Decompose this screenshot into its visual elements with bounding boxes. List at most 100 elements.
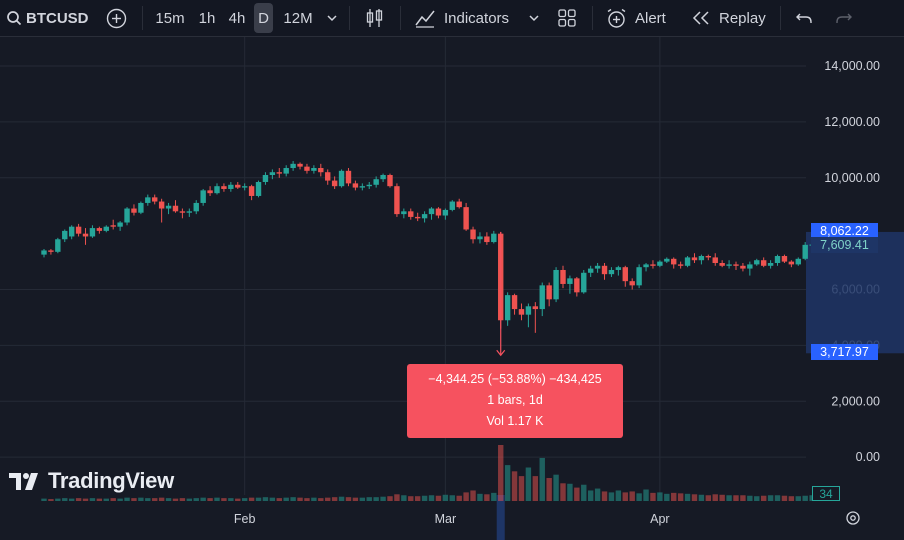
timeframe-1h[interactable]: 1h xyxy=(198,9,216,27)
volume-bar xyxy=(235,498,241,501)
timeframe-4h[interactable]: 4h xyxy=(228,9,246,27)
alert-button[interactable]: Alert xyxy=(606,0,666,36)
chevron-down-icon[interactable] xyxy=(326,0,338,36)
candle-body xyxy=(75,226,82,234)
volume-bar xyxy=(567,483,573,501)
candle-body xyxy=(484,236,490,243)
price-chart[interactable]: 14,000.0012,000.0010,000.006,000.004,000… xyxy=(0,37,904,540)
volume-bar xyxy=(325,497,331,501)
candle-body xyxy=(802,244,808,259)
candle-body xyxy=(414,216,421,219)
add-symbol-icon[interactable] xyxy=(106,0,127,36)
candle-body xyxy=(754,260,760,265)
volume-bar xyxy=(228,498,234,501)
volume-bar xyxy=(498,445,504,501)
candle-body xyxy=(269,172,276,176)
volume-bar xyxy=(463,492,469,501)
chart-settings-icon[interactable] xyxy=(846,511,860,525)
candle-body xyxy=(601,265,608,275)
volume-bar xyxy=(615,490,622,501)
candle-body xyxy=(408,211,414,217)
candle-body xyxy=(705,256,712,258)
volume-bar xyxy=(68,498,75,501)
candle-body xyxy=(338,170,345,187)
timeframe-15m[interactable]: 15m xyxy=(155,9,185,27)
volume-bar xyxy=(712,494,718,501)
volume-bar xyxy=(276,498,282,501)
chevron-down-icon[interactable] xyxy=(528,0,540,36)
volume-bar xyxy=(428,495,435,501)
indicators-button[interactable]: Indicators xyxy=(414,0,509,36)
candle-body xyxy=(504,295,511,321)
volume-bar xyxy=(221,498,227,501)
candle-body xyxy=(677,264,684,266)
volume-bar xyxy=(781,495,788,501)
candle-body xyxy=(546,285,552,300)
volume-bar xyxy=(747,495,753,501)
redo-icon[interactable] xyxy=(835,0,853,36)
search-icon xyxy=(6,10,22,26)
volume-bar xyxy=(193,498,199,501)
candle-body xyxy=(124,208,130,223)
undo-icon[interactable] xyxy=(795,0,813,36)
volume-bar xyxy=(48,499,54,501)
candle-body xyxy=(795,258,801,265)
candles-icon[interactable] xyxy=(366,0,384,36)
candle-body xyxy=(207,190,213,194)
volume-bar xyxy=(82,498,89,501)
x-tick-label: Apr xyxy=(650,512,669,526)
symbol-search[interactable]: BTCUSD xyxy=(6,0,89,36)
candle-body xyxy=(179,211,186,213)
volume-bar xyxy=(518,476,525,501)
candle-body xyxy=(760,260,767,266)
logo-text: TradingView xyxy=(48,468,174,493)
candle-body xyxy=(518,309,525,315)
time-range-highlight xyxy=(496,495,505,540)
tradingview-logo[interactable]: TradingView xyxy=(8,468,174,494)
volume-bar xyxy=(75,498,82,501)
measure-volume: Vol 1.17 K xyxy=(486,414,544,428)
volume-bar xyxy=(401,495,407,501)
candle-body xyxy=(657,261,663,266)
candle-body xyxy=(248,186,255,196)
candle-body xyxy=(158,201,165,209)
volume-bar xyxy=(719,494,725,501)
candle-body xyxy=(68,226,75,237)
candle-body xyxy=(89,228,96,237)
volume-bar xyxy=(643,489,649,501)
volume-bar xyxy=(587,490,594,501)
timeframe-d[interactable]: D xyxy=(254,3,273,33)
low-price-badge: 3,717.97 xyxy=(811,344,878,360)
volume-bar xyxy=(55,498,61,501)
candle-body xyxy=(774,256,781,264)
candle-body xyxy=(48,250,54,252)
volume-bar xyxy=(601,491,608,501)
volume-bar xyxy=(186,498,193,501)
candle-body xyxy=(615,267,622,270)
separator xyxy=(400,6,401,30)
replay-button[interactable]: Replay xyxy=(691,0,766,36)
volume-bar xyxy=(650,492,656,501)
candle-body xyxy=(221,186,227,189)
candle-body xyxy=(567,278,573,284)
volume-bar xyxy=(200,497,206,501)
candle-body xyxy=(297,163,303,167)
candle-body xyxy=(747,264,753,269)
candle-body xyxy=(235,184,241,188)
candle-body xyxy=(712,257,718,264)
candle-body xyxy=(532,306,539,310)
volume-bar xyxy=(671,492,677,501)
candle-body xyxy=(594,265,601,269)
volume-bar xyxy=(269,497,276,501)
candle-body xyxy=(325,172,331,181)
templates-icon[interactable] xyxy=(558,0,576,36)
candle-body xyxy=(373,179,379,185)
candle-body xyxy=(172,205,179,212)
y-tick-label: 10,000.00 xyxy=(824,171,880,185)
candle-body xyxy=(82,233,89,237)
candle-body xyxy=(200,190,206,203)
candle-body xyxy=(262,175,269,182)
volume-bar xyxy=(449,495,455,501)
timeframe-12m[interactable]: 12M xyxy=(283,9,313,27)
measure-change: −4,344.25 (−53.88%) −434,425 xyxy=(428,372,602,386)
